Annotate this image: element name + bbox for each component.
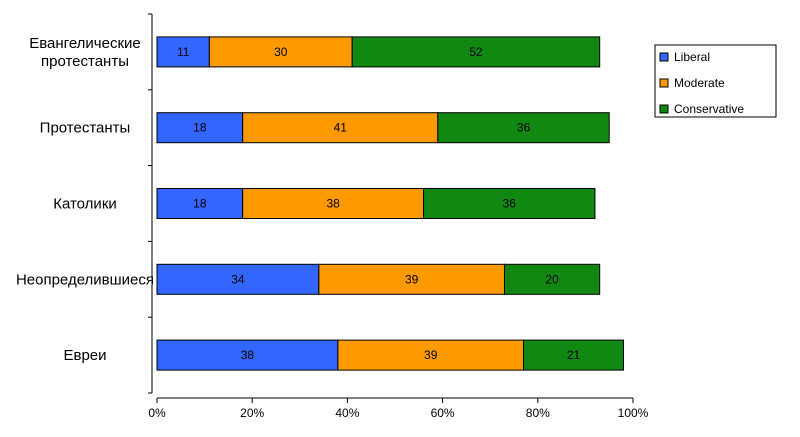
- bar-value-label: 20: [545, 272, 559, 286]
- category-label: Протестанты: [40, 120, 131, 137]
- category-label: Католики: [53, 196, 117, 213]
- bar-value-label: 41: [334, 121, 348, 135]
- bar-value-label: 36: [517, 121, 531, 135]
- bar-value-label: 11: [177, 45, 190, 59]
- bar-value-label: 30: [274, 45, 288, 59]
- bar-liberal-0: [156, 36, 210, 68]
- bar-conservative-3: [503, 263, 601, 295]
- bar-liberal-3: [156, 263, 320, 295]
- bar-conservative-2: [423, 188, 596, 219]
- bar-moderate-2: [242, 188, 425, 219]
- bar-liberal-2: [156, 188, 244, 219]
- category-label: Евреи: [63, 347, 106, 364]
- bar-conservative-0: [351, 36, 601, 68]
- bar-liberal-4: [156, 339, 339, 371]
- bar-value-label: 38: [241, 348, 255, 362]
- axes-group: Евангелические протестанты Протестанты Като…: [16, 13, 649, 420]
- bar-value-label: 18: [193, 197, 207, 211]
- bar-value-label: 18: [193, 121, 207, 135]
- category-label: Неопределившиеся: [16, 271, 154, 288]
- bar-value-label: 39: [424, 348, 438, 362]
- legend-label-moderate: Moderate: [674, 76, 725, 90]
- legend-swatch-moderate: [659, 78, 669, 88]
- bar-moderate-0: [208, 36, 353, 68]
- x-tick-label: 60%: [431, 406, 455, 420]
- bar-value-label: 36: [503, 197, 517, 211]
- bar-moderate-4: [337, 339, 525, 371]
- x-tick-label: 0%: [148, 406, 166, 420]
- bars-group: 11 30 52 18 41 36 18 38 36 34 39 20 38 39 21: [156, 36, 624, 371]
- legend-swatch-liberal: [659, 52, 669, 62]
- legend-label-liberal: Liberal: [674, 50, 710, 64]
- legend: Liberal Moderate Conservative: [654, 44, 777, 118]
- x-tick-label: 80%: [526, 406, 550, 420]
- bar-value-label: 21: [567, 348, 581, 362]
- legend-swatch-conservative: [659, 104, 669, 114]
- bar-value-label: 34: [231, 272, 245, 286]
- bar-value-label: 52: [469, 45, 483, 59]
- legend-label-conservative: Conservative: [674, 102, 744, 116]
- bar-conservative-4: [523, 339, 624, 371]
- x-tick-label: 100%: [618, 406, 649, 420]
- legend-box: [654, 44, 777, 118]
- bar-conservative-1: [437, 112, 610, 144]
- bar-moderate-1: [242, 112, 439, 144]
- category-label: Евангелические протестанты: [29, 35, 141, 70]
- x-tick-label: 40%: [335, 406, 359, 420]
- bar-value-label: 38: [326, 197, 340, 211]
- x-tick-label: 20%: [240, 406, 264, 420]
- bar-value-label: 39: [405, 272, 419, 286]
